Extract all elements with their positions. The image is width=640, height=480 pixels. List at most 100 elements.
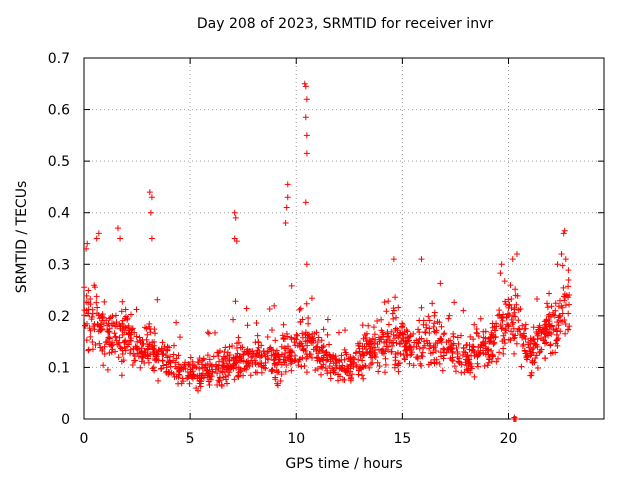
data-point — [369, 353, 376, 360]
data-point — [156, 346, 163, 353]
data-point — [401, 355, 408, 362]
data-point — [324, 331, 331, 338]
data-point — [548, 322, 555, 329]
data-point — [233, 238, 240, 245]
data-point — [95, 230, 102, 237]
data-point — [548, 303, 555, 310]
data-point — [402, 356, 409, 363]
data-point — [480, 350, 487, 357]
data-point — [87, 295, 94, 302]
data-point — [137, 364, 144, 371]
data-point — [505, 310, 512, 317]
data-point — [511, 350, 518, 357]
data-point — [107, 314, 114, 321]
data-point — [168, 369, 175, 376]
data-point — [565, 310, 572, 317]
x-tick-label: 15 — [393, 431, 411, 447]
data-point — [301, 362, 308, 369]
data-point — [291, 357, 298, 364]
data-point — [454, 334, 461, 341]
data-point — [176, 371, 183, 378]
data-point — [502, 326, 509, 333]
data-point — [119, 298, 126, 305]
data-point — [390, 315, 397, 322]
data-point — [514, 292, 521, 299]
data-point — [496, 349, 503, 356]
data-point — [298, 363, 305, 370]
data-point — [175, 361, 182, 368]
data-point — [367, 345, 374, 352]
data-point — [266, 305, 273, 312]
data-point — [534, 296, 541, 303]
data-point — [363, 338, 370, 345]
data-point — [403, 327, 410, 334]
data-point — [128, 329, 135, 336]
data-point — [118, 372, 125, 379]
data-point — [452, 368, 459, 375]
data-point — [232, 214, 239, 221]
data-point — [109, 342, 116, 349]
data-point — [117, 235, 124, 242]
data-point — [519, 322, 526, 329]
data-point — [362, 363, 369, 370]
data-point — [272, 374, 279, 381]
data-point — [147, 350, 154, 357]
data-point — [288, 358, 295, 365]
data-point — [376, 362, 383, 369]
data-point — [97, 327, 104, 334]
data-point — [533, 328, 540, 335]
data-point — [493, 323, 500, 330]
data-point — [302, 114, 309, 121]
data-point — [445, 337, 452, 344]
data-point — [287, 348, 294, 355]
data-point — [335, 329, 342, 336]
data-point — [233, 359, 240, 366]
data-point — [304, 342, 311, 349]
data-point — [125, 323, 132, 330]
data-point — [217, 375, 224, 382]
data-point — [309, 335, 316, 342]
data-point — [543, 326, 550, 333]
data-point — [254, 332, 261, 339]
data-point — [118, 308, 125, 315]
data-point — [565, 326, 572, 333]
data-point — [81, 284, 88, 291]
data-point — [244, 346, 251, 353]
data-point — [106, 350, 113, 357]
data-point — [288, 367, 295, 374]
data-point — [380, 346, 387, 353]
data-point — [154, 296, 161, 303]
data-point — [127, 346, 134, 353]
data-point — [510, 319, 517, 326]
data-point — [347, 377, 354, 384]
data-point — [255, 361, 262, 368]
data-point — [320, 361, 327, 368]
data-point — [528, 369, 535, 376]
data-point — [418, 362, 425, 369]
data-point — [185, 374, 192, 381]
data-point — [236, 353, 243, 360]
data-point — [489, 320, 496, 327]
data-point — [445, 315, 452, 322]
data-point — [347, 365, 354, 372]
data-point — [382, 361, 389, 368]
data-point — [219, 365, 226, 372]
data-point — [422, 329, 429, 336]
data-point — [499, 324, 506, 331]
data-point — [308, 354, 315, 361]
data-point — [308, 295, 315, 302]
data-point — [541, 355, 548, 362]
data-point — [164, 346, 171, 353]
data-point — [212, 366, 219, 373]
data-point — [335, 371, 342, 378]
data-point — [421, 342, 428, 349]
data-point — [86, 325, 93, 332]
data-point — [200, 355, 207, 362]
data-point — [423, 337, 430, 344]
data-point — [185, 361, 192, 368]
data-point — [392, 327, 399, 334]
data-point — [381, 299, 388, 306]
data-point — [177, 364, 184, 371]
data-point — [311, 330, 318, 337]
data-point — [105, 320, 112, 327]
